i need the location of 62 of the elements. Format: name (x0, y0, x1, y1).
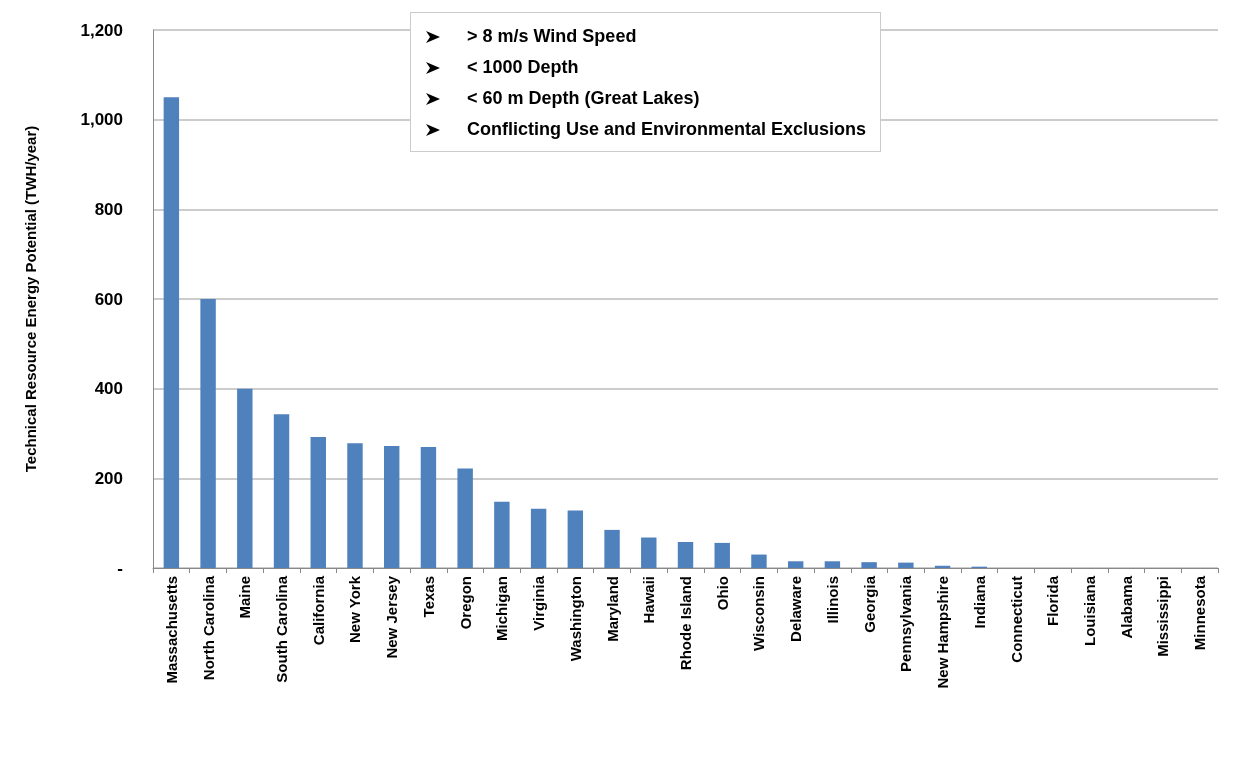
bar (273, 414, 290, 568)
bar (237, 388, 253, 568)
bar (567, 510, 584, 568)
bar (824, 561, 841, 568)
bar (494, 501, 510, 568)
bar (714, 542, 730, 568)
y-tick-label: 1,000 (80, 110, 123, 130)
y-tick-label: 200 (94, 468, 123, 488)
y-tick-label: 1,200 (80, 20, 123, 40)
x-tick-label: Wisconsin (750, 576, 768, 651)
x-tick-label: New York (346, 575, 364, 643)
x-tick-label: Indiana (970, 575, 988, 629)
bar (677, 542, 694, 568)
bar (420, 446, 437, 568)
y-tick-label: 400 (94, 379, 123, 399)
x-tick-label: Louisiana (1080, 575, 1098, 647)
x-tick-label: New Jersey (383, 575, 401, 659)
x-tick-label: Pennsylvania (897, 575, 915, 672)
x-tick-label: Connecticut (1007, 576, 1025, 663)
x-tick-label: Ohio (713, 576, 731, 611)
x-tick-label: South Carolina (273, 575, 291, 683)
x-tick-label: Massachusetts (162, 576, 180, 684)
x-tick-label: Oregon (456, 576, 474, 630)
x-tick-label: New Hampshire (934, 576, 952, 689)
bar (200, 299, 216, 568)
bar (530, 508, 547, 568)
y-tick-label: - (117, 558, 123, 578)
x-tick-label: Washington (566, 576, 584, 662)
y-axis-title: Technical Resource Energy Potential (TWH/year) (22, 125, 39, 473)
annotation: < 1000 Depth (467, 56, 579, 79)
x-tick-label: California (309, 575, 327, 646)
y-tick-label: 600 (94, 289, 123, 309)
bar (861, 562, 877, 568)
bar (787, 561, 804, 568)
x-tick-label: Virginia (530, 575, 548, 631)
bar (347, 443, 363, 568)
bar (604, 529, 620, 568)
x-tick-label: Illinois (823, 576, 841, 624)
annotation: > 8 m/s Wind Speed (467, 25, 637, 48)
x-tick-label: Alabama (1117, 575, 1135, 639)
x-tick-label: Mississippi (1154, 576, 1172, 657)
x-tick-label: Michigan (493, 576, 511, 642)
bar (457, 468, 473, 568)
bar (383, 446, 400, 568)
bar (641, 537, 657, 568)
x-tick-label: Georgia (860, 575, 878, 633)
x-tick-label: Minnesota (1191, 575, 1209, 651)
x-tick-label: Florida (1044, 575, 1062, 627)
x-tick-label: Maine (236, 576, 254, 619)
x-tick-label: Maryland (603, 576, 621, 642)
annotation: < 60 m Depth (Great Lakes) (467, 87, 700, 110)
x-tick-label: Delaware (787, 576, 805, 642)
annotation: Conflicting Use and Environmental Exclusions (467, 118, 867, 141)
x-tick-label: Hawaii (640, 576, 658, 624)
x-tick-label: Rhode Island (677, 576, 694, 671)
bar (310, 437, 326, 568)
bar (163, 97, 180, 568)
x-tick-label: Texas (419, 576, 437, 618)
bar (898, 562, 914, 568)
bar (751, 554, 767, 568)
x-tick-label: North Carolina (199, 575, 217, 681)
y-tick-label: 800 (94, 199, 123, 219)
